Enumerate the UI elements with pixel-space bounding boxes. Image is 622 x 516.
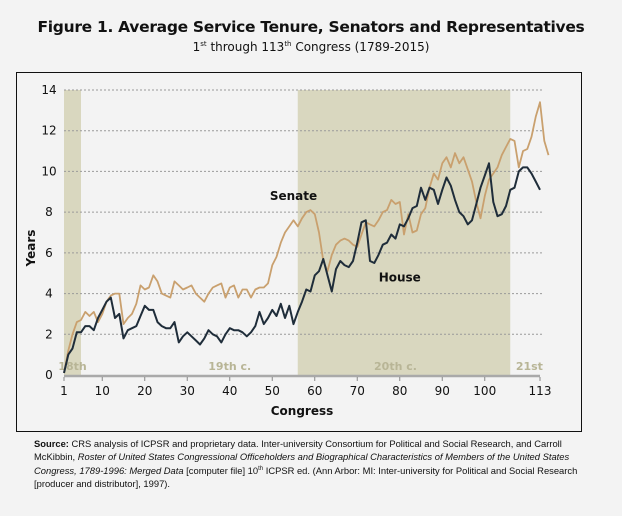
y-tick-label: 12 — [41, 124, 56, 138]
annotation-senate: Senate — [270, 189, 317, 203]
x-tick-label: 80 — [392, 384, 407, 398]
century-label: 20th c. — [374, 360, 417, 373]
x-tick-label: 90 — [435, 384, 450, 398]
y-tick-label: 2 — [45, 327, 53, 341]
x-tick-label: 60 — [307, 384, 322, 398]
x-tick-label: 70 — [350, 384, 365, 398]
annotation-house: House — [379, 270, 421, 284]
y-tick-label: 10 — [41, 164, 56, 178]
series-line-senate — [63, 101, 550, 374]
y-axis-label: Years — [24, 230, 38, 268]
chart-subtitle: 1st through 113th Congress (1789-2015) — [192, 40, 430, 54]
x-tick-label: 50 — [265, 384, 280, 398]
series-line-house — [63, 162, 541, 374]
y-tick-label: 14 — [41, 83, 56, 97]
x-tick-label: 20 — [137, 384, 152, 398]
x-tick-label: 1 — [60, 384, 68, 398]
x-tick-label: 100 — [473, 384, 496, 398]
y-tick-label: 6 — [45, 246, 53, 260]
century-label: 21st — [516, 360, 543, 373]
chart-title: Figure 1. Average Service Tenure, Senato… — [37, 18, 585, 36]
x-tick-label: 30 — [180, 384, 195, 398]
century-label: 19th c. — [208, 360, 251, 373]
x-tick-label: 10 — [95, 384, 110, 398]
y-tick-label: 8 — [45, 205, 53, 219]
y-tick-label: 4 — [45, 287, 53, 301]
source-note: Source: CRS analysis of ICPSR and propri… — [34, 438, 578, 490]
y-tick-label: 0 — [45, 368, 53, 382]
x-tick-label: 40 — [222, 384, 237, 398]
century-label: 18th — [58, 360, 86, 373]
chart-frame — [16, 72, 582, 432]
century-band-0 — [64, 90, 81, 375]
x-axis-label: Congress — [271, 404, 334, 418]
x-tick-label: 113 — [529, 384, 552, 398]
